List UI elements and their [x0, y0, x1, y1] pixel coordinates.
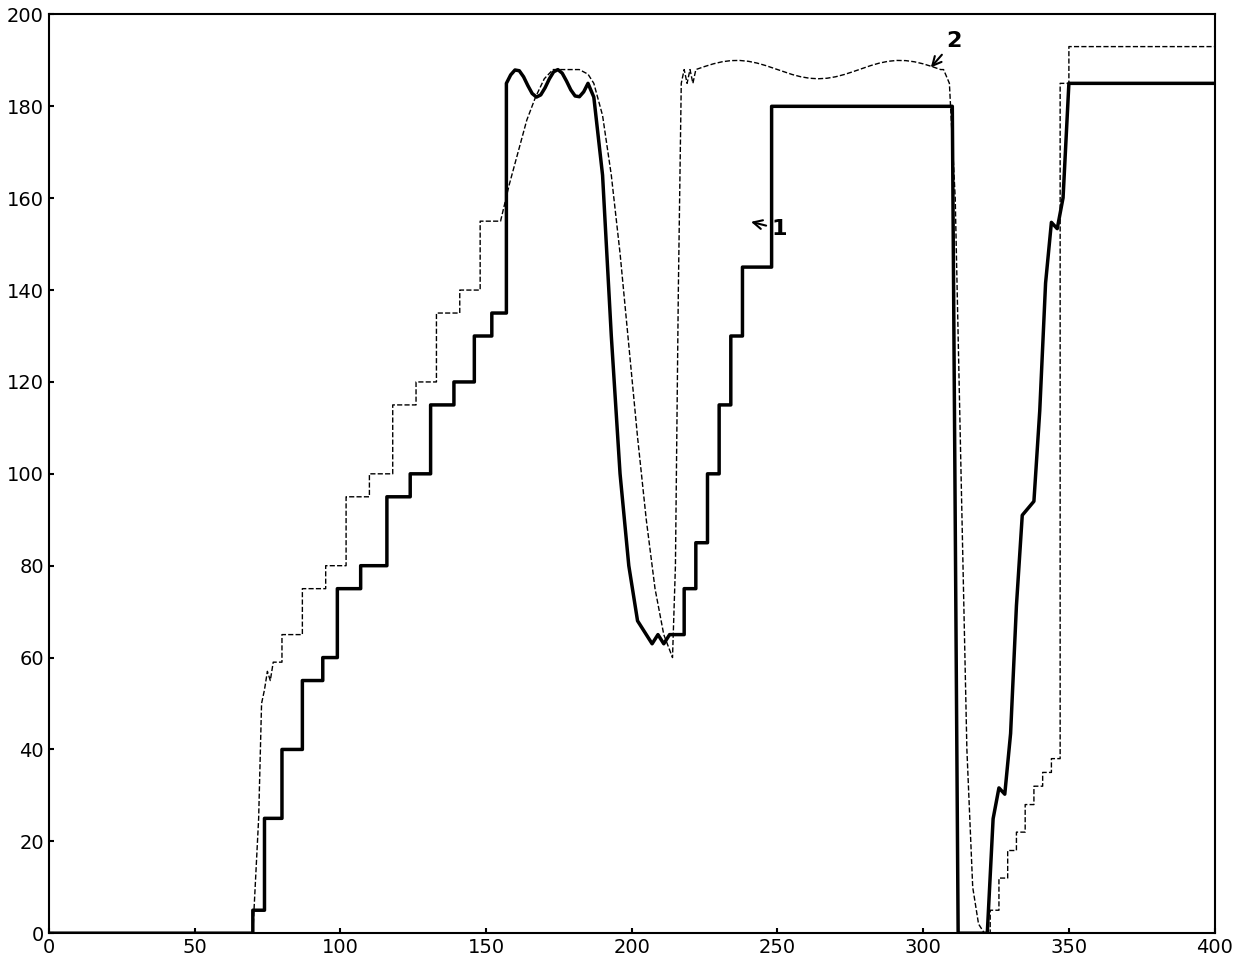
Text: 1: 1 — [753, 219, 787, 239]
Text: 2: 2 — [932, 31, 962, 66]
